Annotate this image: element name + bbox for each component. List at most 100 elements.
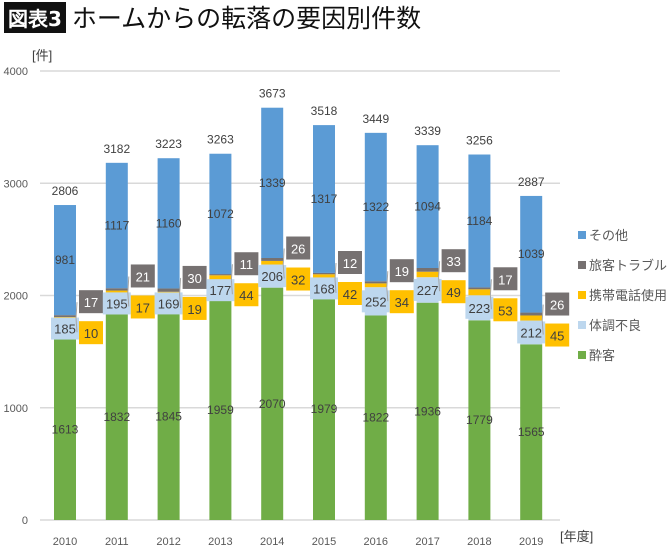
data-label: 21 — [136, 269, 150, 284]
bar-segment — [105, 162, 128, 289]
data-label: 1779 — [466, 413, 493, 427]
legend-label: 旅客トラブル — [589, 258, 667, 273]
data-label: 169 — [158, 296, 180, 311]
leader-line — [541, 304, 544, 321]
title-text: ホームからの転落の要因別件数 — [71, 4, 422, 33]
data-label: 1072 — [207, 207, 234, 221]
leader-line — [282, 264, 285, 279]
label-box — [441, 280, 466, 304]
data-label: 168 — [313, 281, 335, 296]
x-tick-label: 2012 — [156, 536, 180, 548]
bar-segment — [261, 260, 284, 265]
bar-segment — [364, 283, 387, 288]
data-label: 1832 — [103, 410, 130, 424]
data-label: 1184 — [466, 214, 492, 228]
label-box — [206, 279, 235, 302]
data-label: 1613 — [52, 422, 79, 436]
bar-segment — [520, 195, 543, 313]
legend-label: 体調不良 — [589, 318, 641, 333]
data-label: 53 — [498, 303, 512, 318]
data-label: 44 — [239, 288, 253, 303]
label-box — [258, 265, 287, 288]
x-axis-label: [年度] — [560, 529, 593, 544]
leader-line — [127, 276, 130, 293]
total-label: 3449 — [362, 112, 389, 126]
x-tick-label: 2014 — [260, 536, 284, 548]
bar-segment — [416, 271, 439, 278]
leader-line — [438, 261, 441, 278]
leader-line — [282, 248, 285, 265]
bar-segment — [416, 267, 439, 272]
label-box — [493, 298, 518, 322]
data-label: 12 — [343, 256, 357, 271]
y-tick-label: 4000 — [4, 66, 28, 78]
figure-badge: 図表3 — [4, 1, 66, 33]
leader-line — [75, 318, 78, 333]
label-box — [286, 267, 311, 291]
bar-segment — [313, 125, 335, 273]
legend-label: その他 — [589, 228, 628, 243]
label-box — [234, 252, 259, 276]
data-label: 195 — [106, 296, 128, 311]
bar-segment — [105, 288, 128, 291]
total-label: 3182 — [103, 142, 130, 156]
bar-segment — [209, 153, 232, 275]
y-tick-label: 0 — [22, 515, 28, 527]
legend-swatch — [578, 321, 586, 329]
legend-label: 携帯電話使用 — [589, 288, 667, 303]
leader-line — [127, 292, 130, 307]
label-box — [361, 290, 390, 313]
data-label: 1565 — [518, 425, 545, 439]
data-label: 252 — [365, 294, 387, 309]
data-label: 981 — [55, 253, 75, 267]
data-label: 10 — [84, 326, 98, 341]
label-box — [154, 292, 183, 315]
legend-swatch — [578, 231, 586, 239]
x-tick-label: 2019 — [519, 536, 543, 548]
data-label: 206 — [261, 269, 283, 284]
data-label: 34 — [395, 295, 409, 310]
bar-segment — [468, 154, 491, 288]
leader-line — [179, 277, 182, 294]
data-label: 11 — [240, 257, 254, 272]
bar-segment — [157, 288, 180, 292]
leader-line — [75, 302, 78, 319]
data-label: 1822 — [362, 411, 389, 425]
data-label: 1117 — [104, 219, 129, 233]
data-label: 1094 — [414, 200, 441, 214]
label-box — [389, 290, 414, 314]
bar-segment — [209, 275, 232, 281]
bar-segment — [416, 302, 439, 520]
leader-line — [541, 320, 544, 335]
data-label: 30 — [187, 271, 201, 286]
x-tick-label: 2010 — [53, 536, 77, 548]
total-label: 2806 — [52, 184, 79, 198]
label-box — [234, 283, 259, 307]
data-label: 212 — [520, 325, 542, 340]
label-box — [338, 281, 362, 305]
label-box — [286, 236, 311, 260]
data-label: 2070 — [259, 397, 286, 411]
bar-segment — [54, 205, 76, 316]
data-label: 33 — [446, 254, 460, 269]
leader-line — [230, 280, 233, 295]
x-tick-label: 2018 — [467, 536, 491, 548]
bar-segment — [261, 258, 284, 261]
total-label: 3518 — [311, 104, 338, 118]
total-label: 3339 — [414, 124, 441, 138]
total-label: 3223 — [155, 137, 182, 151]
legend-swatch — [578, 261, 586, 269]
bar-segment — [105, 290, 128, 293]
bar-segment — [157, 312, 180, 520]
bar-segment — [416, 145, 439, 268]
leader-line — [386, 287, 389, 302]
data-label: 1959 — [207, 403, 234, 417]
bar-segment — [364, 315, 387, 520]
x-tick-label: 2017 — [415, 536, 439, 548]
bar-segment — [261, 287, 284, 520]
total-label: 3256 — [466, 134, 493, 148]
bar-segment — [520, 312, 543, 316]
data-label: 1339 — [259, 176, 286, 190]
total-label: 3673 — [259, 87, 286, 101]
